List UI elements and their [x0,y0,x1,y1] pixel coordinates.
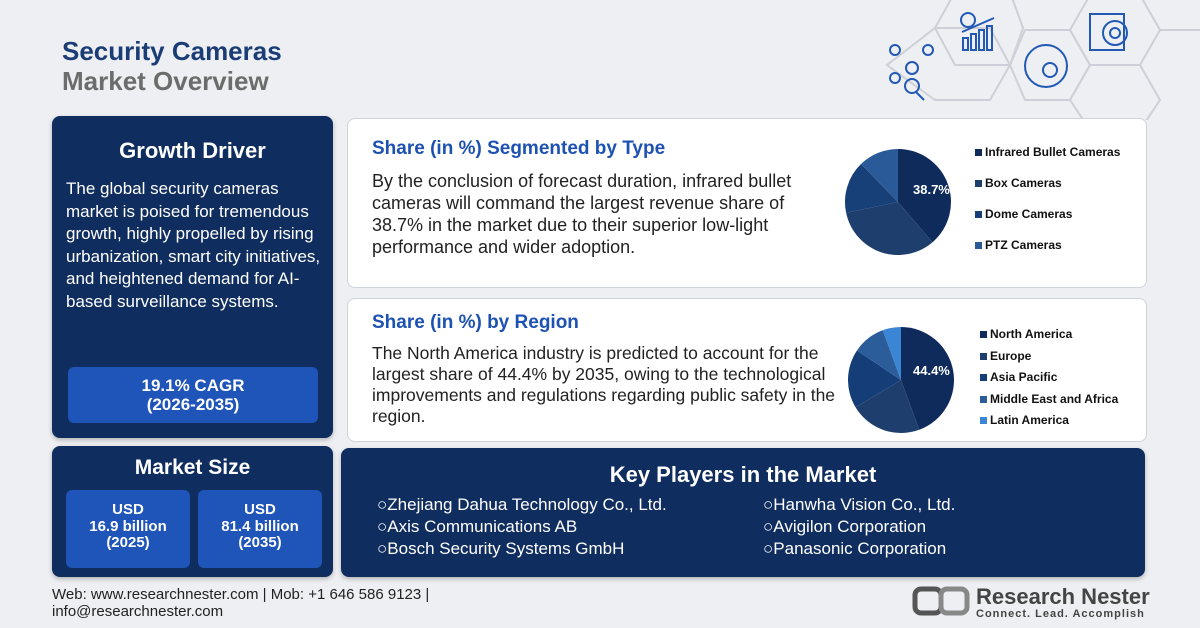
research-nester-logo: Research Nester Connect. Lead. Accomplis… [912,584,1150,623]
pie-slice-middle-east-and-africa [856,330,901,380]
value: 16.9 billion [89,517,167,535]
growth-driver-panel: Growth Driver The global security camera… [52,116,333,438]
type-pie-label: 38.7% [913,182,950,197]
type-card-text: By the conclusion of forecast duration, … [372,171,792,257]
cagr-period: (2026-2035) [146,395,240,414]
year: (2025) [106,534,150,551]
market-size-panel: Market Size USD 16.9 billion (2025) USD … [52,446,333,577]
pie-slice-asia-pacific [848,350,901,408]
year: (2035) [238,534,282,551]
pie-slice-infrared-bullet-cameras [898,149,951,243]
player-item: ○Hanwha Vision Co., Ltd. [763,495,956,514]
growth-driver-text: The global security cameras market is po… [66,179,321,311]
player-item: ○Zhejiang Dahua Technology Co., Ltd. [377,495,667,514]
region-card-text: The North America industry is predicted … [372,343,836,426]
player-item: ○Avigilon Corporation [763,517,927,536]
legend-item: PTZ Cameras [975,238,1062,252]
growth-driver-title: Growth Driver [119,138,266,163]
region-pie-label: 44.4% [913,363,950,378]
footer-email: info@researchnester.com [52,603,224,620]
player-item: ○Bosch Security Systems GmbH [377,539,625,558]
footer-web-phone: Web: www.researchnester.com | Mob: +1 64… [52,586,430,603]
global-market-icon [1024,44,1068,88]
pie-slice-ptz-cameras [860,149,898,202]
pie-slice-north-america [901,327,954,430]
market-size-title: Market Size [134,456,251,479]
pie-slice-box-cameras [846,202,933,255]
market-size-2035: USD 81.4 billion (2035) [198,490,322,568]
legend-item: Latin America [980,413,1069,427]
player-item: ○Axis Communications AB [377,517,578,536]
network-analysis-icon [889,44,934,101]
target-clipboard-icon [1089,13,1128,51]
cagr-badge: 19.1% CAGR (2026-2035) [68,367,318,423]
growth-chart-icon [960,12,995,51]
legend-item: Europe [980,349,1031,363]
legend-item: Infrared Bullet Cameras [975,145,1120,159]
page-title: Security Cameras [62,36,282,66]
market-size-2025: USD 16.9 billion (2025) [66,490,190,568]
region-share-card: Share (in %) by Region The North America… [347,298,1147,442]
type-pie-chart [845,149,951,255]
key-players-panel: Key Players in the Market ○Zhejiang Dahu… [341,448,1145,577]
page-subtitle: Market Overview [62,66,269,96]
pie-slice-dome-cameras [845,164,898,213]
value: 81.4 billion [221,517,299,535]
legend-item: Asia Pacific [980,370,1057,384]
region-pie-chart [848,327,954,433]
legend-item: Box Cameras [975,176,1062,190]
logo-tagline: Connect. Lead. Accomplish [976,608,1145,620]
logo-mark-icon [912,586,970,616]
pie-slice-latin-america [882,327,901,380]
currency: USD [112,501,144,518]
currency: USD [244,501,276,518]
hexagon-decoration [885,0,1200,120]
legend-item: Middle East and Africa [980,392,1118,406]
legend-item: North America [980,327,1072,341]
footer-contact: Web: www.researchnester.com | Mob: +1 64… [52,586,429,620]
region-card-title: Share (in %) by Region [372,312,579,333]
legend-item: Dome Cameras [975,207,1072,221]
player-item: ○Panasonic Corporation [763,539,947,558]
cagr-value: 19.1% CAGR [141,376,245,395]
key-players-title: Key Players in the Market [609,462,877,487]
type-card-title: Share (in %) Segmented by Type [372,138,666,159]
logo-name: Research Nester [976,584,1150,609]
type-share-card: Share (in %) Segmented by Type By the co… [347,118,1147,288]
pie-slice-europe [855,380,920,433]
